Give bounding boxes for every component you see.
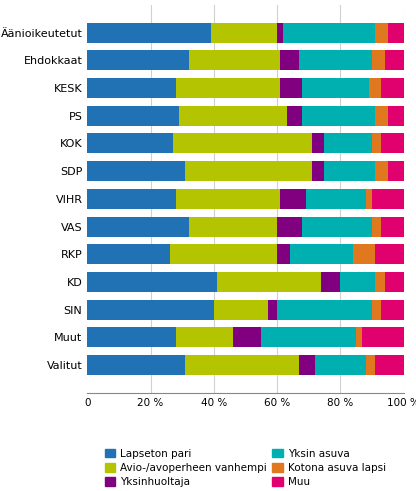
Bar — [217, 272, 321, 292]
Bar — [384, 50, 404, 70]
Bar — [280, 50, 299, 70]
Bar — [87, 217, 188, 237]
Bar — [186, 161, 312, 181]
Bar — [321, 272, 340, 292]
Bar — [170, 245, 277, 264]
Bar — [299, 50, 372, 70]
Bar — [176, 78, 280, 98]
Bar — [375, 272, 384, 292]
Bar — [277, 217, 302, 237]
Bar — [388, 23, 404, 43]
Bar — [302, 106, 375, 126]
Bar — [176, 189, 280, 209]
Bar — [372, 50, 384, 70]
Bar — [267, 300, 277, 320]
Bar — [280, 189, 305, 209]
Bar — [176, 327, 233, 348]
Bar — [87, 23, 210, 43]
Legend: Lapseton pari, Avio-/avoperheen vanhempi, Yksinhuoltaja, Yksin asuva, Kotona asu: Lapseton pari, Avio-/avoperheen vanhempi… — [101, 444, 390, 491]
Bar — [362, 327, 404, 348]
Bar — [381, 134, 404, 153]
Bar — [388, 161, 404, 181]
Bar — [87, 78, 176, 98]
Bar — [366, 355, 375, 375]
Bar — [261, 327, 356, 348]
Bar — [179, 106, 287, 126]
Bar — [305, 189, 366, 209]
Bar — [388, 106, 404, 126]
Bar — [188, 50, 280, 70]
Bar — [375, 23, 388, 43]
Bar — [280, 78, 302, 98]
Bar — [299, 355, 315, 375]
Bar — [315, 355, 366, 375]
Bar — [381, 300, 404, 320]
Bar — [324, 134, 372, 153]
Bar — [312, 161, 324, 181]
Bar — [372, 300, 381, 320]
Bar — [384, 272, 404, 292]
Bar — [287, 106, 302, 126]
Bar — [353, 245, 375, 264]
Bar — [375, 106, 388, 126]
Bar — [366, 189, 372, 209]
Bar — [186, 355, 299, 375]
Bar — [277, 300, 372, 320]
Bar — [324, 161, 375, 181]
Bar — [87, 327, 176, 348]
Bar — [375, 245, 404, 264]
Bar — [87, 300, 214, 320]
Bar — [381, 78, 404, 98]
Bar — [214, 300, 267, 320]
Bar — [372, 134, 381, 153]
Bar — [375, 355, 404, 375]
Bar — [87, 272, 217, 292]
Bar — [210, 23, 277, 43]
Bar — [87, 189, 176, 209]
Bar — [340, 272, 375, 292]
Bar — [283, 23, 375, 43]
Bar — [381, 217, 404, 237]
Bar — [372, 189, 404, 209]
Bar — [277, 23, 283, 43]
Bar — [87, 355, 186, 375]
Bar — [312, 134, 324, 153]
Bar — [277, 245, 290, 264]
Bar — [188, 217, 277, 237]
Bar — [372, 217, 381, 237]
Bar — [87, 134, 173, 153]
Bar — [233, 327, 261, 348]
Bar — [87, 106, 179, 126]
Bar — [356, 327, 362, 348]
Bar — [173, 134, 312, 153]
Bar — [87, 50, 188, 70]
Bar — [369, 78, 381, 98]
Bar — [302, 78, 369, 98]
Bar — [302, 217, 372, 237]
Bar — [87, 245, 170, 264]
Bar — [87, 161, 186, 181]
Bar — [375, 161, 388, 181]
Bar — [290, 245, 353, 264]
